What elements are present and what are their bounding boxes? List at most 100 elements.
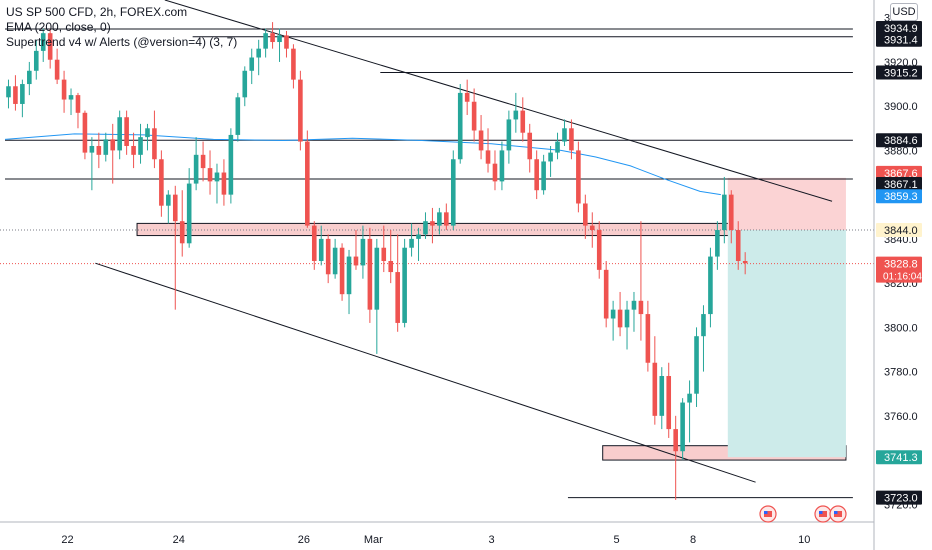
symbol-title[interactable]: US SP 500 CFD, 2h, FOREX.com — [6, 5, 188, 19]
trend-line-0[interactable] — [164, 0, 833, 202]
price-label[interactable]: 3828.801:16:04 — [876, 256, 922, 283]
stop-loss-area[interactable] — [727, 177, 846, 231]
candle — [27, 61, 32, 96]
take-profit-area[interactable] — [727, 230, 846, 458]
price-label[interactable]: 3867.6 — [876, 165, 922, 180]
candle-body — [291, 48, 296, 80]
candle — [492, 150, 498, 191]
candle-body — [395, 272, 400, 323]
candle-body — [603, 269, 609, 319]
price-label[interactable]: 3884.6 — [876, 133, 922, 148]
price-label[interactable]: 3723.0 — [876, 490, 922, 505]
candle — [179, 190, 185, 257]
candle-body — [193, 154, 199, 184]
candle — [291, 44, 296, 89]
price-label[interactable]: 3915.2 — [876, 65, 922, 80]
candle-body — [610, 309, 616, 319]
candle-body — [444, 212, 449, 226]
price-label-bg — [876, 32, 922, 47]
economic-event-icon[interactable] — [814, 505, 832, 523]
candle — [715, 221, 720, 270]
economic-event-icon[interactable] — [829, 505, 847, 523]
candle — [478, 115, 484, 160]
candle — [583, 194, 588, 239]
y-tick-label: 3780.0 — [884, 367, 918, 379]
candle — [687, 380, 692, 443]
price-label[interactable]: 3867.1 — [876, 176, 922, 191]
candle — [172, 185, 178, 310]
candle-body — [305, 141, 310, 226]
candle-body — [673, 429, 678, 452]
ema-indicator-label[interactable]: EMA (200, close, 0) — [6, 20, 111, 34]
candle — [374, 238, 380, 354]
candle — [75, 92, 81, 129]
candle — [659, 367, 665, 430]
candle-body — [555, 141, 560, 153]
candle-body — [687, 393, 692, 403]
candle-body — [374, 247, 380, 310]
candle — [638, 221, 644, 341]
candle-body — [659, 376, 665, 416]
candle-body — [61, 79, 67, 100]
currency-button[interactable]: USD — [890, 3, 918, 21]
candle — [103, 132, 109, 162]
candle-body — [562, 128, 567, 142]
candle-body — [513, 110, 519, 120]
candle-body — [430, 221, 435, 226]
candle-body — [47, 33, 53, 60]
candle-body — [117, 117, 122, 151]
candle — [569, 119, 574, 160]
candle — [193, 137, 199, 191]
event-icons[interactable] — [759, 505, 847, 523]
candle — [395, 234, 400, 332]
candle — [610, 300, 616, 341]
price-label[interactable]: 3859.3 — [876, 189, 922, 204]
candle-body — [652, 362, 658, 416]
price-label[interactable]: 3934.9 — [876, 20, 922, 35]
candle-body — [388, 261, 394, 273]
price-label[interactable]: 3741.3 — [876, 450, 922, 465]
supertrend-indicator-label[interactable]: Supertrend v4 w/ Alerts (@version=4) (3,… — [6, 35, 238, 49]
price-label[interactable]: 3931.4 — [876, 32, 922, 47]
candle-body — [131, 145, 136, 155]
candle — [673, 415, 678, 500]
candle — [277, 28, 282, 62]
candle — [367, 227, 373, 323]
price-label-text: 3859.3 — [884, 191, 918, 203]
candle — [499, 141, 505, 191]
candle — [708, 247, 713, 328]
candle — [506, 110, 512, 164]
trend-line-1[interactable] — [95, 262, 756, 483]
candle-body — [124, 117, 129, 146]
candle-body — [666, 376, 672, 430]
candle-body — [27, 70, 32, 85]
candle — [263, 28, 268, 58]
candle-body — [680, 402, 685, 452]
resistance-zone[interactable] — [136, 222, 791, 237]
chart-legend: US SP 500 CFD, 2h, FOREX.com EMA (200, c… — [6, 5, 237, 50]
candle-body — [478, 130, 484, 151]
candle-body — [367, 238, 373, 310]
candle-body — [277, 35, 282, 43]
candle-body — [715, 230, 720, 257]
candle — [159, 150, 164, 217]
candle-body — [471, 101, 477, 131]
economic-event-icon[interactable] — [759, 505, 777, 523]
candle-body — [89, 145, 95, 153]
candle — [562, 119, 567, 146]
x-tick-label: 3 — [488, 534, 494, 546]
candle — [325, 234, 331, 284]
candle — [471, 88, 477, 142]
candle-body — [200, 154, 206, 169]
candle — [110, 123, 116, 184]
price-label-text: 3741.3 — [884, 452, 918, 464]
price-label[interactable]: 3844.0 — [876, 223, 922, 238]
candle-body — [596, 230, 602, 270]
candle — [200, 141, 206, 182]
candle — [464, 79, 470, 116]
candle — [82, 110, 88, 160]
candle-body — [694, 336, 699, 394]
candle — [360, 225, 366, 279]
candle-body — [159, 159, 164, 206]
